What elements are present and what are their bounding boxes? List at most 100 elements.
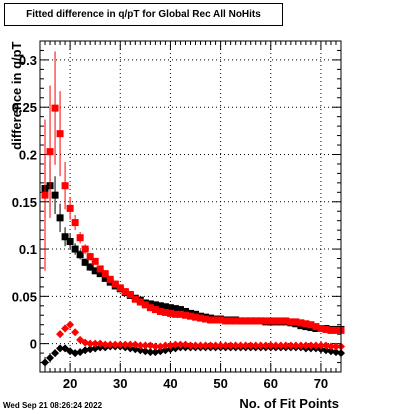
data-point-square-s1 xyxy=(262,317,270,325)
data-point-square-s1 xyxy=(232,317,240,325)
data-point-diamond-s3 xyxy=(116,340,125,349)
data-point-diamond-s2 xyxy=(56,344,65,353)
data-point-diamond-s3 xyxy=(321,341,330,350)
data-point-square-s0 xyxy=(91,267,99,275)
data-point-square-s0 xyxy=(161,303,169,311)
data-point-square-s1 xyxy=(252,317,260,325)
data-point-square-s1 xyxy=(207,316,215,324)
x-tick-label: 70 xyxy=(314,376,328,391)
x-tick-label: 50 xyxy=(213,376,227,391)
data-point-diamond-s3 xyxy=(296,341,305,350)
data-point-square-s1 xyxy=(71,219,79,227)
data-point-square-s1 xyxy=(156,307,164,315)
data-point-square-s1 xyxy=(181,311,189,319)
data-point-diamond-s2 xyxy=(321,346,330,355)
data-point-diamond-s2 xyxy=(151,348,160,357)
data-point-square-s0 xyxy=(71,245,79,253)
data-point-diamond-s3 xyxy=(186,341,195,350)
y-tick-label: 0.05 xyxy=(12,289,37,304)
data-point-square-s1 xyxy=(151,306,159,314)
data-point-square-s1 xyxy=(282,317,290,325)
data-point-square-s0 xyxy=(176,306,184,314)
data-point-square-s0 xyxy=(171,305,179,313)
data-point-square-s0 xyxy=(96,270,104,278)
data-point-diamond-s3 xyxy=(286,341,295,350)
data-point-square-s1 xyxy=(96,265,104,273)
data-point-square-s1 xyxy=(126,290,134,298)
data-point-diamond-s3 xyxy=(136,341,145,350)
data-point-diamond-s3 xyxy=(206,341,215,350)
data-point-square-s1 xyxy=(106,275,114,283)
data-point-diamond-s3 xyxy=(191,341,200,350)
data-point-diamond-s3 xyxy=(101,340,110,349)
data-point-diamond-s3 xyxy=(121,340,130,349)
data-point-diamond-s3 xyxy=(106,340,115,349)
x-tick-label: 30 xyxy=(113,376,127,391)
data-point-diamond-s3 xyxy=(151,342,160,351)
data-point-square-s1 xyxy=(116,284,124,292)
data-point-square-s1 xyxy=(176,310,184,318)
data-point-diamond-s3 xyxy=(91,339,100,348)
data-point-square-s0 xyxy=(61,233,69,241)
y-tick-label: 0.1 xyxy=(19,242,37,257)
data-point-square-s0 xyxy=(146,300,154,308)
y-tick-label: 0.3 xyxy=(19,53,37,68)
data-point-square-s1 xyxy=(161,308,169,316)
data-point-diamond-s3 xyxy=(131,340,140,349)
x-tick-label: 20 xyxy=(63,376,77,391)
data-point-square-s1 xyxy=(297,319,305,327)
data-point-square-s1 xyxy=(91,257,99,265)
data-point-square-s1 xyxy=(197,314,205,322)
data-point-square-s1 xyxy=(277,317,285,325)
data-point-diamond-s2 xyxy=(146,348,155,357)
data-point-diamond-s3 xyxy=(276,341,285,350)
data-point-diamond-s3 xyxy=(261,341,270,350)
y-axis-label: difference in q/pT xyxy=(8,41,24,150)
data-point-square-s1 xyxy=(332,326,340,334)
data-point-square-s0 xyxy=(66,237,74,245)
data-point-diamond-s3 xyxy=(86,339,95,348)
data-point-square-s1 xyxy=(111,280,119,288)
data-point-diamond-s2 xyxy=(81,346,90,355)
data-point-diamond-s2 xyxy=(331,348,340,357)
data-point-diamond-s3 xyxy=(61,324,70,333)
y-tick-label: 0 xyxy=(30,337,37,352)
data-point-diamond-s3 xyxy=(216,341,225,350)
data-point-square-s0 xyxy=(156,302,164,310)
data-point-diamond-s2 xyxy=(41,358,50,367)
data-point-square-s1 xyxy=(267,317,275,325)
x-axis-label: No. of Fit Points xyxy=(239,396,339,411)
title-box: Fitted difference in q/pT for Global Rec… xyxy=(4,3,283,26)
data-point-square-s1 xyxy=(146,304,154,312)
data-point-square-s0 xyxy=(101,274,109,282)
data-point-diamond-s3 xyxy=(111,340,120,349)
data-point-square-s1 xyxy=(272,317,280,325)
data-point-square-s0 xyxy=(166,304,174,312)
data-point-diamond-s3 xyxy=(96,339,105,348)
data-point-diamond-s2 xyxy=(141,347,150,356)
data-point-diamond-s3 xyxy=(161,341,170,350)
data-point-diamond-s2 xyxy=(86,345,95,354)
data-point-diamond-s2 xyxy=(71,349,80,358)
data-point-diamond-s3 xyxy=(306,341,315,350)
data-point-diamond-s3 xyxy=(266,341,275,350)
data-point-square-s1 xyxy=(242,317,250,325)
timestamp: Wed Sep 21 08:26:24 2022 xyxy=(3,401,103,410)
data-point-diamond-s3 xyxy=(201,341,210,350)
data-point-square-s1 xyxy=(171,310,179,318)
data-point-diamond-s3 xyxy=(166,341,175,350)
data-point-square-s1 xyxy=(222,317,230,325)
data-point-diamond-s3 xyxy=(326,342,335,351)
data-point-square-s1 xyxy=(86,253,94,261)
data-point-diamond-s3 xyxy=(56,330,65,339)
data-point-square-s0 xyxy=(56,214,64,222)
x-tick-label: 40 xyxy=(163,376,177,391)
data-point-diamond-s2 xyxy=(156,347,165,356)
data-point-square-s1 xyxy=(56,130,64,138)
data-point-square-s0 xyxy=(76,251,84,259)
data-point-square-s0 xyxy=(81,258,89,266)
data-point-square-s1 xyxy=(41,191,49,199)
data-point-square-s1 xyxy=(307,321,315,329)
data-point-square-s1 xyxy=(192,313,200,321)
data-point-diamond-s3 xyxy=(126,340,135,349)
